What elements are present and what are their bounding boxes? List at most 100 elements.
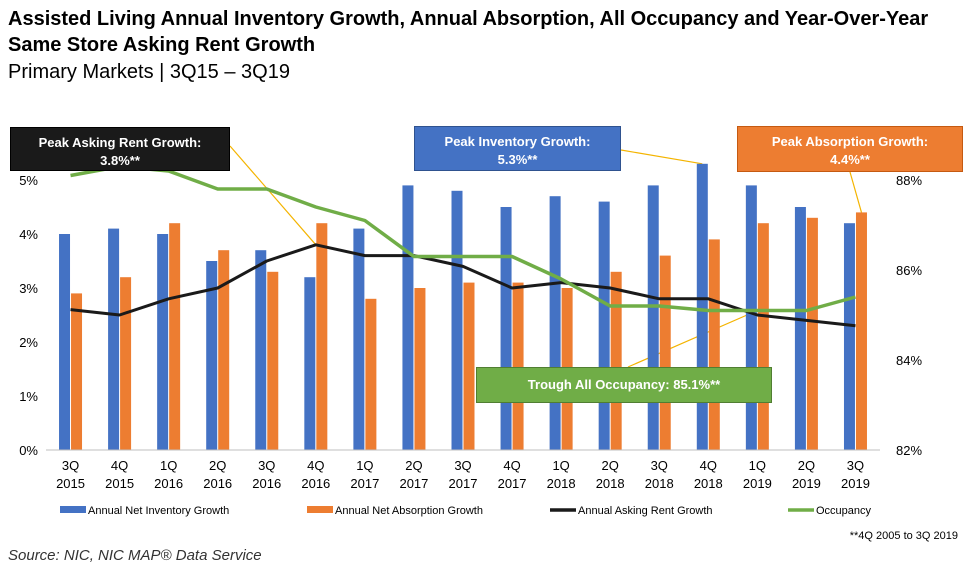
inventory-bar: [794, 207, 806, 450]
right-axis-tick-label: 88%: [896, 173, 922, 188]
x-axis-year-label: 2017: [399, 476, 428, 491]
x-axis-quarter-label: 1Q: [160, 458, 177, 473]
x-axis-year-label: 2017: [449, 476, 478, 491]
x-axis-year-label: 2019: [841, 476, 870, 491]
left-axis-tick-label: 0%: [19, 443, 38, 458]
x-axis-quarter-label: 4Q: [700, 458, 717, 473]
trough-occupancy-text: Trough All Occupancy: 85.1%**: [527, 377, 721, 392]
x-axis-year-label: 2016: [154, 476, 183, 491]
legend-label: Annual Asking Rent Growth: [578, 505, 713, 517]
x-axis-year-label: 2019: [792, 476, 821, 491]
inventory-bar: [500, 207, 512, 450]
peak-inventory-label: Peak Inventory Growth:: [444, 134, 591, 149]
inventory-callout-connector: [620, 149, 703, 165]
occupancy-callout-connector: [627, 309, 758, 368]
legend-label: Occupancy: [816, 505, 872, 517]
inventory-bar: [402, 185, 414, 450]
absorption-bar: [512, 282, 524, 450]
x-axis-quarter-label: 4Q: [307, 458, 324, 473]
absorption-bar: [267, 271, 279, 450]
peak-absorption-value: 4.4%**: [830, 152, 870, 167]
x-axis-year-label: 2017: [498, 476, 527, 491]
x-axis-quarter-label: 2Q: [602, 458, 619, 473]
legend-label: Annual Net Absorption Growth: [335, 505, 483, 517]
right-axis-tick-label: 82%: [896, 443, 922, 458]
peak-rent-label: Peak Asking Rent Growth:: [38, 135, 202, 150]
absorption-bar: [169, 223, 181, 450]
absorption-callout-connector: [849, 171, 863, 213]
peak-inventory-value: 5.3%**: [497, 152, 538, 167]
x-axis-quarter-label: 1Q: [552, 458, 569, 473]
inventory-bar: [696, 163, 708, 451]
left-axis-tick-label: 2%: [19, 335, 38, 350]
x-axis-quarter-label: 1Q: [356, 458, 373, 473]
footnote: **4Q 2005 to 3Q 2019: [849, 530, 958, 542]
x-axis-quarter-label: 2Q: [209, 458, 226, 473]
legend-swatch: [60, 506, 86, 513]
absorption-bar: [708, 239, 720, 450]
peak-rent-value: 3.8%**: [100, 153, 140, 168]
peak-absorption-callout: Peak Absorption Growth: 4.4%**: [737, 126, 963, 172]
x-axis-quarter-label: 3Q: [62, 458, 79, 473]
inventory-bar: [206, 261, 218, 450]
peak-absorption-label: Peak Absorption Growth:: [771, 134, 929, 149]
x-axis-year-label: 2017: [350, 476, 379, 491]
chart-subtitle: Primary Markets | 3Q15 – 3Q19: [8, 61, 290, 83]
x-axis-year-label: 2015: [56, 476, 85, 491]
rent-callout-connector: [229, 145, 317, 246]
right-axis-tick-label: 86%: [896, 263, 922, 278]
absorption-bar: [414, 288, 426, 450]
inventory-bar: [451, 190, 463, 451]
x-axis-quarter-label: 3Q: [258, 458, 275, 473]
absorption-bar: [463, 282, 475, 450]
x-axis-year-label: 2015: [105, 476, 134, 491]
inventory-bar: [549, 196, 561, 450]
absorption-bar: [218, 250, 230, 450]
inventory-bar: [108, 228, 120, 450]
x-axis-year-label: 2016: [203, 476, 232, 491]
x-axis-year-label: 2019: [743, 476, 772, 491]
absorption-bar: [659, 255, 671, 450]
absorption-bar: [365, 298, 377, 450]
inventory-bar: [255, 250, 267, 450]
legend-swatch: [307, 506, 333, 513]
absorption-bar: [610, 271, 622, 450]
occupancy-line: [70, 164, 856, 313]
x-axis-year-label: 2018: [596, 476, 625, 491]
absorption-bar: [757, 223, 769, 450]
absorption-bar: [316, 223, 328, 450]
inventory-bar: [59, 234, 71, 450]
inventory-bar: [647, 185, 659, 450]
left-axis-tick-label: 1%: [19, 389, 38, 404]
x-axis-quarter-label: 3Q: [454, 458, 471, 473]
inventory-bar: [745, 185, 757, 450]
inventory-bar: [157, 234, 169, 450]
legend-label: Annual Net Inventory Growth: [88, 505, 229, 517]
x-axis-year-label: 2018: [694, 476, 723, 491]
asking-rent-line: [70, 243, 856, 328]
peak-inventory-callout: Peak Inventory Growth: 5.3%**: [414, 126, 621, 171]
peak-rent-callout: Peak Asking Rent Growth: 3.8%**: [10, 127, 230, 171]
x-axis-quarter-label: 3Q: [847, 458, 864, 473]
inventory-bar: [843, 223, 855, 450]
left-axis-tick-label: 3%: [19, 281, 38, 296]
inventory-bar: [598, 201, 610, 450]
inventory-bar: [304, 277, 316, 450]
x-axis-year-label: 2016: [252, 476, 281, 491]
inventory-bar: [353, 228, 365, 450]
source-note: Source: NIC, NIC MAP® Data Service: [8, 547, 262, 564]
x-axis-quarter-label: 4Q: [111, 458, 128, 473]
right-axis-tick-label: 84%: [896, 353, 922, 368]
x-axis-year-label: 2018: [645, 476, 674, 491]
x-axis-quarter-label: 3Q: [651, 458, 668, 473]
absorption-bar: [806, 217, 818, 450]
x-axis-quarter-label: 4Q: [503, 458, 520, 473]
chart-title: Assisted Living Annual Inventory Growth,…: [8, 8, 929, 56]
absorption-bar: [71, 293, 83, 450]
trough-occupancy-callout: Trough All Occupancy: 85.1%**: [476, 367, 772, 403]
x-axis-quarter-label: 1Q: [749, 458, 766, 473]
x-axis-year-label: 2018: [547, 476, 576, 491]
x-axis-quarter-label: 2Q: [405, 458, 422, 473]
left-axis-tick-label: 5%: [19, 173, 38, 188]
